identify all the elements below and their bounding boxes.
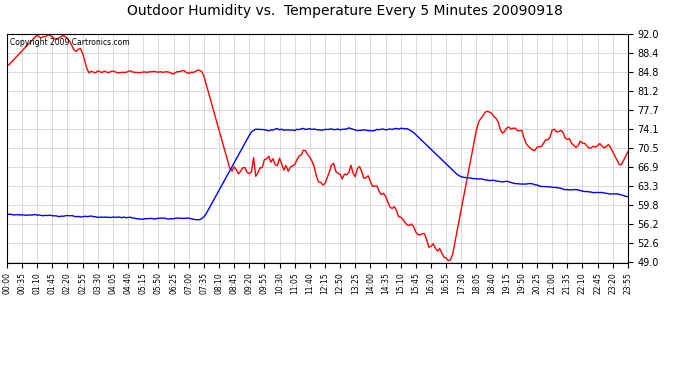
- Text: Outdoor Humidity vs.  Temperature Every 5 Minutes 20090918: Outdoor Humidity vs. Temperature Every 5…: [127, 4, 563, 18]
- Text: Copyright 2009 Cartronics.com: Copyright 2009 Cartronics.com: [10, 38, 130, 47]
